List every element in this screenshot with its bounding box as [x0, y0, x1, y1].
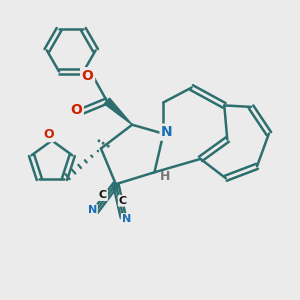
- Polygon shape: [104, 98, 132, 125]
- Text: H: H: [160, 170, 170, 183]
- Text: N: N: [161, 125, 173, 139]
- Text: •••: •••: [92, 136, 112, 154]
- Text: O: O: [43, 128, 54, 141]
- Text: O: O: [70, 103, 82, 117]
- Text: O: O: [82, 69, 94, 83]
- Text: N: N: [122, 214, 131, 224]
- Text: N: N: [88, 205, 97, 215]
- Text: C: C: [99, 190, 107, 200]
- Text: C: C: [119, 196, 127, 206]
